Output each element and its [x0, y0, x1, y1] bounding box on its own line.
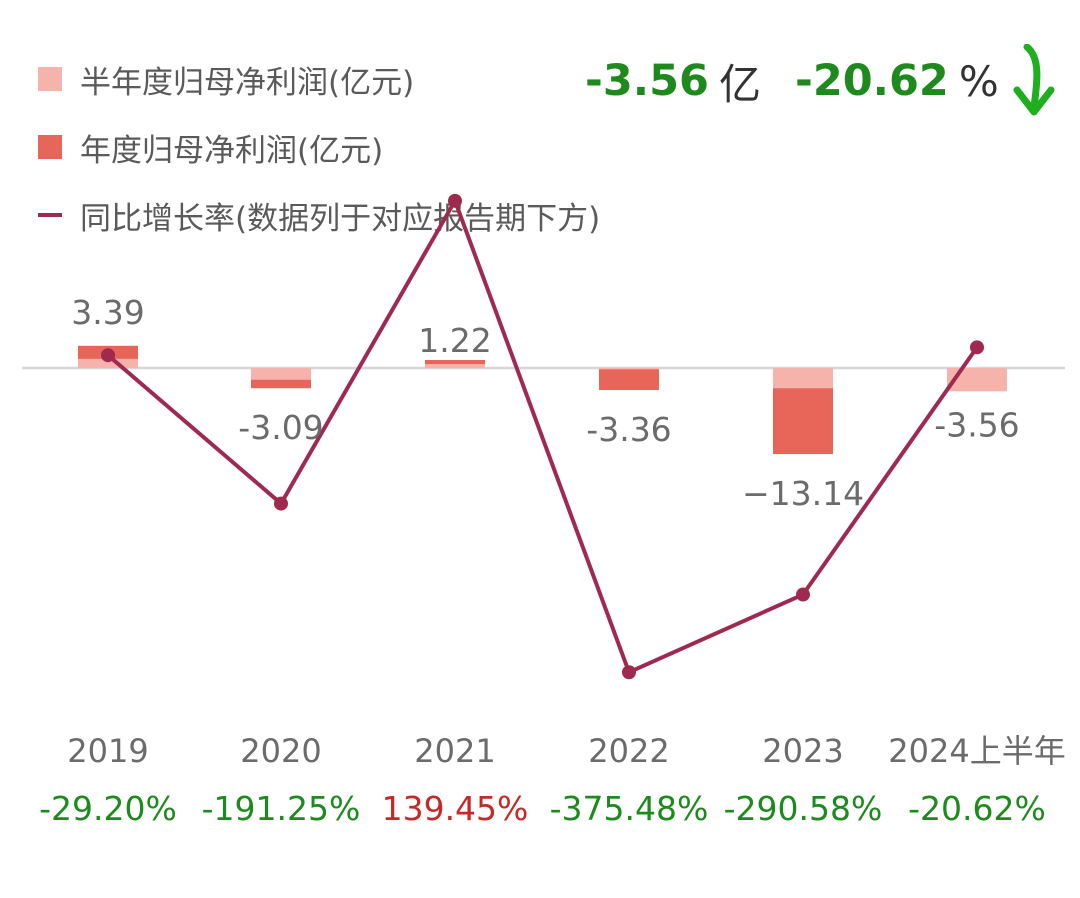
x-axis-category-label: 2020	[240, 732, 321, 770]
bar-value-label: −13.14	[742, 474, 864, 513]
x-axis-category-label: 2021	[414, 732, 495, 770]
half-year-profit-bar[interactable]	[599, 368, 659, 370]
headline-value: -3.56	[585, 56, 709, 106]
x-axis-category-label: 2024上半年	[888, 732, 1065, 770]
growth-rate-label: -375.48%	[550, 789, 709, 828]
legend-label-growth: 同比增长率(数据列于对应报告期下方)	[80, 200, 601, 237]
growth-rate-point[interactable]	[796, 587, 810, 602]
bar-value-label: -3.56	[934, 405, 1019, 444]
annual-profit-bar[interactable]	[599, 368, 659, 391]
bar-value-label: 3.39	[71, 293, 144, 332]
half-year-profit-bar[interactable]	[425, 364, 485, 368]
headline-pct: -20.62	[794, 56, 949, 106]
annual-swatch	[38, 135, 62, 159]
half-year-profit-bar[interactable]	[947, 368, 1007, 392]
legend-item-half-year[interactable]: 半年度归母净利润(亿元)	[38, 62, 600, 101]
growth-rate-label: -191.25%	[202, 789, 361, 828]
growth-rate-label: -29.20%	[39, 789, 177, 828]
bar-value-label: -3.36	[586, 410, 671, 449]
growth-line-swatch	[38, 213, 62, 217]
x-axis-category-label: 2023	[762, 732, 843, 770]
growth-rate-label: -290.58%	[724, 789, 883, 828]
half-year-swatch	[38, 67, 62, 91]
growth-rate-line	[106, 198, 979, 675]
down-arrow-icon	[1013, 44, 1055, 116]
legend-label-half-year: 半年度归母净利润(亿元)	[80, 64, 415, 101]
bar-value-label: -3.09	[238, 408, 323, 447]
growth-rate-point[interactable]	[970, 340, 984, 355]
legend-label-annual: 年度归母净利润(亿元)	[80, 132, 384, 169]
headline-value-unit: 亿	[718, 59, 761, 109]
half-year-profit-bar[interactable]	[251, 368, 311, 380]
x-axis-category-label: 2019	[67, 732, 148, 770]
annual-profit-bar[interactable]	[425, 360, 485, 368]
growth-rate-label: -20.62%	[908, 789, 1046, 828]
headline-summary: -3.56 亿 -20.62 %	[585, 44, 1057, 118]
growth-rate-label: 139.45%	[382, 789, 529, 828]
half-year-profit-bar[interactable]	[78, 358, 138, 368]
bar-value-label: 1.22	[418, 321, 491, 360]
growth-rate-point[interactable]	[622, 665, 636, 680]
legend-item-growth[interactable]: 同比增长率(数据列于对应报告期下方)	[38, 198, 600, 237]
growth-rate-point[interactable]	[274, 496, 288, 511]
growth-rate-point[interactable]	[101, 348, 115, 363]
half-year-profit-bar[interactable]	[773, 368, 833, 389]
growth-rate-point[interactable]	[448, 193, 462, 208]
x-axis-category-label: 2022	[588, 732, 669, 770]
headline-pct-unit: %	[958, 56, 999, 106]
legend: 半年度归母净利润(亿元) 年度归母净利润(亿元) 同比增长率(数据列于对应报告期…	[38, 62, 600, 266]
legend-item-annual[interactable]: 年度归母净利润(亿元)	[38, 130, 600, 169]
